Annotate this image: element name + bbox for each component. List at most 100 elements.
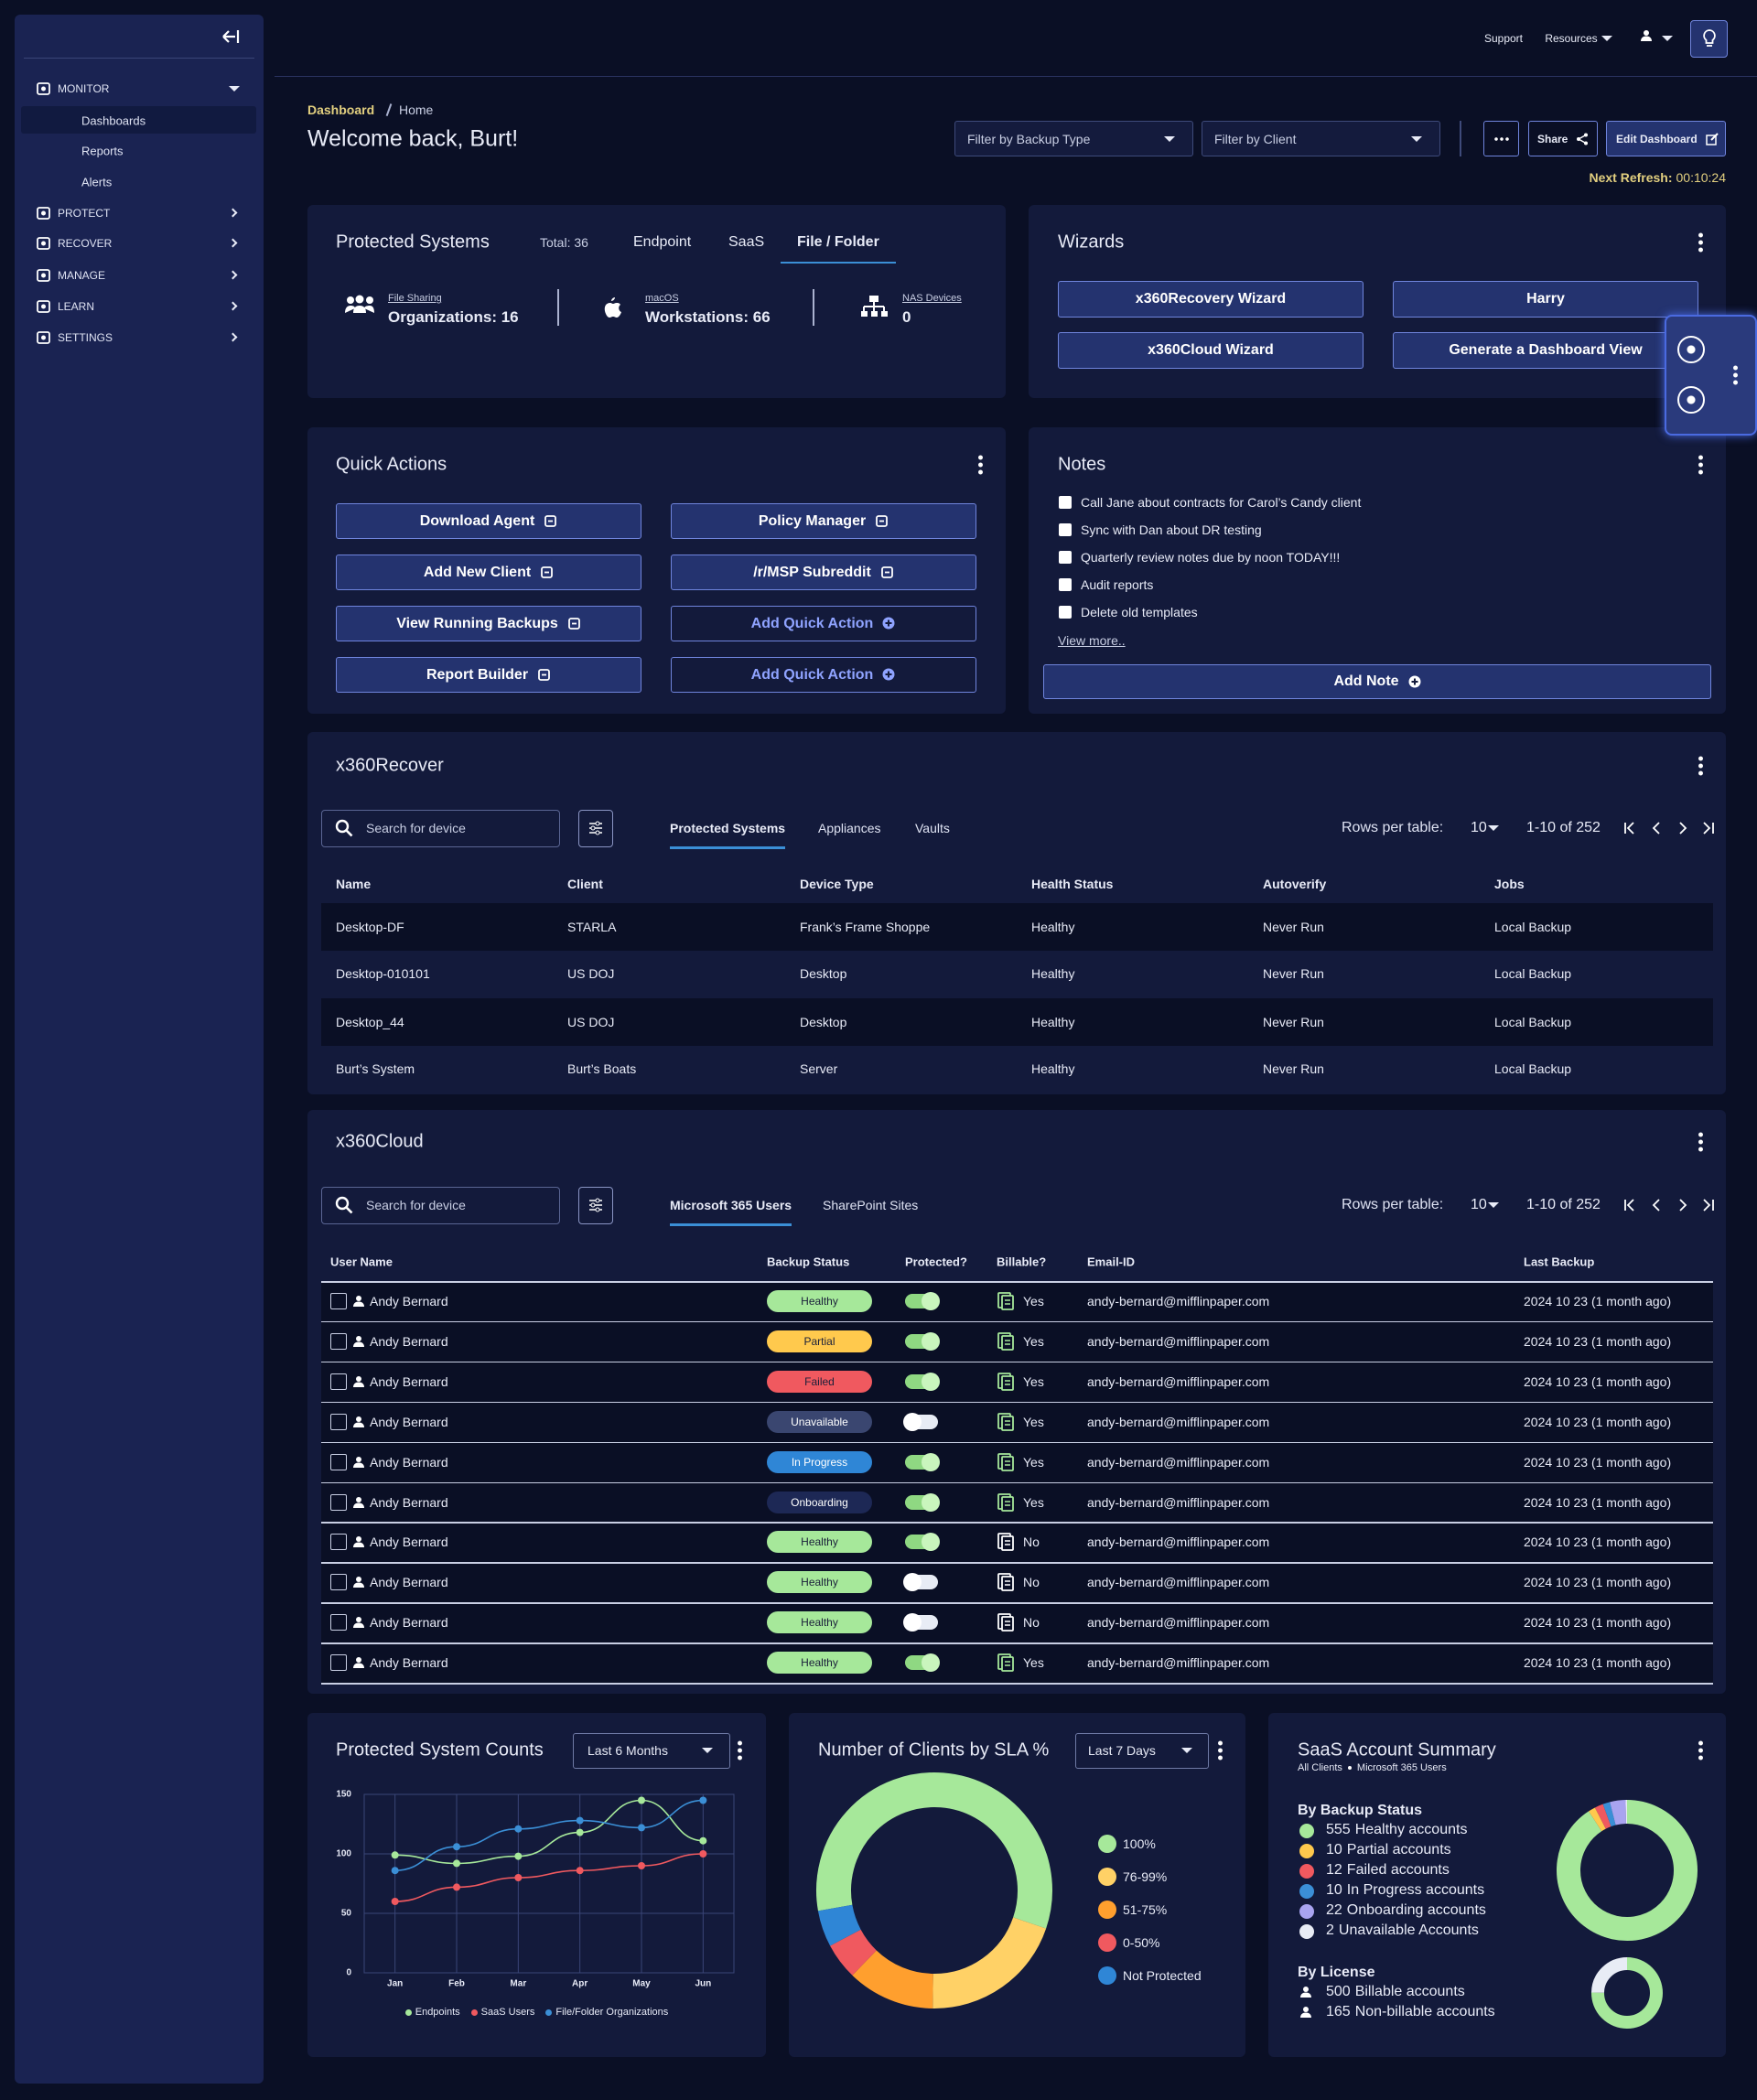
more-menu[interactable]: [1698, 1131, 1703, 1153]
table-cell: Desktop: [800, 966, 847, 981]
row-checkbox[interactable]: [330, 1373, 347, 1390]
quick-action-button[interactable]: Download Agent: [336, 503, 641, 539]
row-checkbox[interactable]: [330, 1614, 347, 1632]
row-checkbox[interactable]: [330, 1413, 347, 1430]
tab[interactable]: Microsoft 365 Users: [670, 1198, 792, 1212]
protected-toggle[interactable]: [905, 1331, 940, 1351]
row-checkbox[interactable]: [330, 1493, 347, 1511]
rows-per-table-value[interactable]: 10: [1471, 820, 1487, 835]
breadcrumb-link[interactable]: Dashboard: [307, 102, 375, 117]
more-menu[interactable]: [1698, 232, 1703, 253]
note-checkbox[interactable]: [1059, 523, 1072, 536]
period-dropdown[interactable]: [573, 1733, 730, 1769]
filter-button[interactable]: [578, 810, 613, 847]
row-checkbox[interactable]: [330, 1654, 347, 1672]
stat-caption[interactable]: macOS: [645, 293, 679, 304]
quick-action-button[interactable]: /r/MSP Subreddit: [671, 555, 976, 590]
nav-item[interactable]: Reports: [81, 144, 124, 158]
protected-toggle[interactable]: [903, 1412, 938, 1431]
status-pill: Healthy: [767, 1290, 872, 1312]
widget-button[interactable]: [1677, 336, 1705, 363]
tab[interactable]: Appliances: [818, 821, 881, 835]
row-checkbox[interactable]: [330, 1293, 347, 1309]
protected-toggle[interactable]: [905, 1653, 940, 1673]
more-menu[interactable]: [1218, 1739, 1223, 1761]
divider: [813, 289, 814, 326]
quick-action-button[interactable]: View Running Backups: [336, 606, 641, 641]
nav-section[interactable]: MONITOR: [58, 82, 110, 95]
protected-toggle[interactable]: [905, 1533, 940, 1552]
note-checkbox[interactable]: [1059, 578, 1072, 591]
note-checkbox[interactable]: [1059, 496, 1072, 509]
filter-dropdown[interactable]: [1202, 121, 1440, 156]
nav-section[interactable]: LEARN: [58, 300, 95, 313]
protected-toggle[interactable]: [905, 1452, 940, 1471]
button-label: Add Quick Action: [750, 615, 874, 631]
protected-toggle[interactable]: [905, 1372, 940, 1391]
wizard-button[interactable]: Generate a Dashboard View: [1393, 332, 1698, 369]
wizard-button[interactable]: x360Recovery Wizard: [1058, 281, 1364, 318]
protected-toggle[interactable]: [903, 1573, 938, 1592]
add-note-button[interactable]: Add Note: [1043, 664, 1711, 699]
rows-per-table-value[interactable]: 10: [1471, 1197, 1487, 1212]
view-more-link[interactable]: View more..: [1058, 633, 1126, 648]
quick-action-button[interactable]: Add New Client: [336, 555, 641, 590]
nav-icon: [37, 207, 50, 220]
tab[interactable]: Protected Systems: [670, 821, 786, 835]
protected-toggle[interactable]: [905, 1492, 940, 1512]
legend-label: Endpoints: [415, 2007, 460, 2018]
more-menu[interactable]: [1698, 1739, 1703, 1761]
edit-dashboard-button[interactable]: [1606, 121, 1726, 156]
share-button[interactable]: [1528, 121, 1598, 156]
resources-menu[interactable]: Resources: [1545, 32, 1598, 45]
summary-label: Healthy accounts: [1354, 1822, 1468, 1837]
support-link[interactable]: Support: [1483, 32, 1524, 45]
card-title: SaaS Account Summary: [1298, 1739, 1496, 1761]
more-menu[interactable]: [738, 1739, 742, 1761]
tab[interactable]: SharePoint Sites: [823, 1198, 919, 1212]
row-checkbox[interactable]: [330, 1453, 347, 1470]
quick-action-button[interactable]: Policy Manager: [671, 503, 976, 539]
tab[interactable]: SaaS: [728, 234, 765, 250]
protected-toggle[interactable]: [903, 1613, 938, 1632]
legend-label: 0-50%: [1123, 1935, 1160, 1950]
bulb-icon: [1703, 29, 1716, 47]
quick-action-button[interactable]: Add Quick Action: [671, 657, 976, 693]
period-dropdown[interactable]: [1075, 1733, 1209, 1769]
tab[interactable]: Endpoint: [633, 234, 692, 250]
widget-button[interactable]: [1677, 386, 1705, 414]
nav-item[interactable]: Dashboards: [81, 113, 146, 128]
search-box[interactable]: [321, 1187, 560, 1224]
nav-section[interactable]: PROTECT: [58, 207, 111, 220]
note-checkbox[interactable]: [1059, 606, 1072, 619]
more-menu[interactable]: [978, 454, 983, 476]
row-checkbox[interactable]: [330, 1332, 347, 1350]
filter-dropdown[interactable]: [954, 121, 1193, 156]
tab[interactable]: Vaults: [915, 821, 950, 835]
wizard-button[interactable]: x360Cloud Wizard: [1058, 332, 1364, 369]
nav-section[interactable]: RECOVER: [58, 237, 113, 250]
more-menu[interactable]: [1698, 755, 1703, 777]
more-menu[interactable]: [1698, 454, 1703, 476]
filter-button[interactable]: [578, 1187, 613, 1224]
nav-section[interactable]: SETTINGS: [58, 331, 113, 344]
protected-toggle[interactable]: [905, 1292, 940, 1310]
row-checkbox[interactable]: [330, 1574, 347, 1591]
tab[interactable]: File / Folder: [797, 234, 879, 250]
nav-item[interactable]: Alerts: [81, 175, 113, 189]
nav-section[interactable]: MANAGE: [58, 269, 106, 282]
stat-caption[interactable]: File Sharing: [388, 293, 442, 304]
search-box[interactable]: [321, 810, 560, 847]
more-menu[interactable]: [1733, 364, 1738, 386]
note-checkbox[interactable]: [1059, 551, 1072, 564]
more-button[interactable]: [1483, 121, 1519, 156]
row-checkbox[interactable]: [330, 1534, 347, 1551]
note-text: Sync with Dan about DR testing: [1081, 522, 1262, 537]
nav-icon: [37, 269, 50, 282]
tips-button[interactable]: [1690, 20, 1728, 58]
wizard-button[interactable]: Harry: [1393, 281, 1698, 318]
quick-action-button[interactable]: Report Builder: [336, 657, 641, 693]
quick-action-button[interactable]: Add Quick Action: [671, 606, 976, 641]
stat-caption[interactable]: NAS Devices: [902, 293, 962, 304]
topbar-divider: [275, 76, 1757, 77]
